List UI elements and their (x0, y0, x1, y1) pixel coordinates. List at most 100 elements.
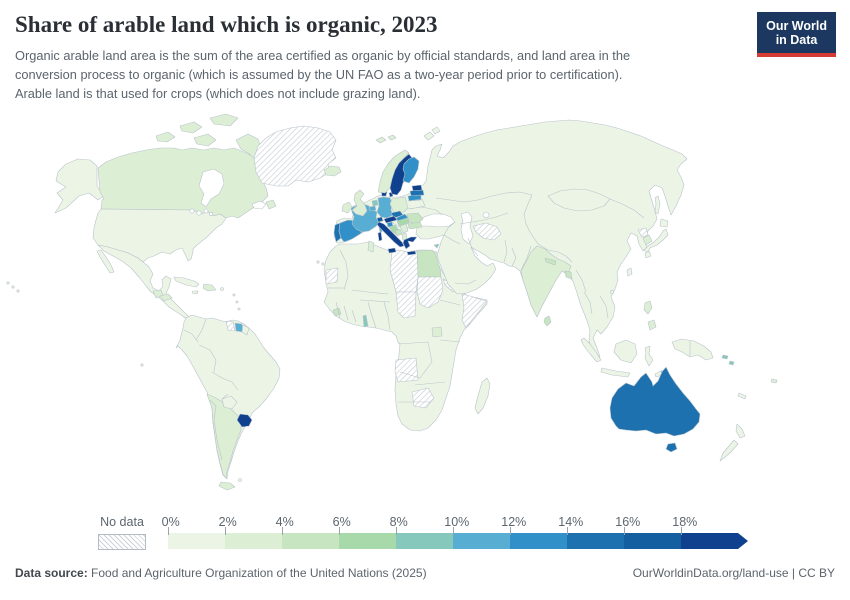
country-switzerland[interactable] (376, 216, 384, 223)
country-bangladesh[interactable] (564, 270, 573, 280)
country-honduras[interactable] (159, 293, 173, 302)
country-tierra-del-fuego[interactable] (218, 481, 236, 491)
island-antilles-3[interactable] (237, 307, 241, 311)
continent-eurasia[interactable] (333, 119, 688, 362)
country-south-korea[interactable] (642, 234, 653, 246)
country-cuba[interactable] (173, 276, 200, 288)
country-finland[interactable] (402, 156, 420, 184)
country-indonesia-sulawesi[interactable] (644, 345, 654, 367)
country-somalia[interactable] (461, 293, 488, 329)
country-tunisia[interactable] (367, 240, 375, 253)
country-japan-kyushu[interactable] (644, 250, 652, 259)
continent-africa[interactable] (323, 241, 488, 432)
country-canada-arctic-2[interactable] (179, 121, 203, 134)
island-canary-2[interactable] (321, 262, 325, 266)
country-new-caledonia[interactable] (737, 392, 747, 400)
legend-bin-16-18%[interactable] (624, 533, 681, 549)
country-north-korea[interactable] (637, 227, 649, 238)
country-serbia[interactable] (399, 223, 409, 234)
country-canada-victoria-island[interactable] (193, 133, 217, 147)
legend-bin-6-8%[interactable] (339, 533, 396, 549)
legend-bin-10-12%[interactable] (453, 533, 510, 549)
country-latvia[interactable] (409, 189, 425, 197)
country-french-guiana[interactable] (241, 324, 250, 336)
country-romania[interactable] (406, 212, 424, 225)
country-austria[interactable] (383, 215, 398, 224)
country-libya[interactable] (389, 249, 419, 293)
island-hawaii-3[interactable] (16, 289, 20, 293)
country-svalbard[interactable] (375, 136, 387, 144)
country-philippines-luzon[interactable] (643, 300, 653, 315)
country-indonesia-java[interactable] (600, 367, 631, 378)
legend-bin-14-16%[interactable] (567, 533, 624, 549)
island-hawaii-1[interactable] (6, 281, 10, 285)
country-canada-newfoundland[interactable] (265, 199, 277, 210)
country-iceland[interactable] (323, 165, 342, 177)
country-hispaniola[interactable] (202, 283, 217, 292)
country-madagascar[interactable] (474, 377, 491, 415)
country-japan-hokkaido[interactable] (659, 218, 669, 228)
country-svalbard-2[interactable] (387, 134, 397, 141)
island-antilles-2[interactable] (235, 300, 239, 304)
country-japan-honshu[interactable] (643, 228, 669, 253)
country-italy[interactable] (376, 221, 405, 248)
country-bulgaria[interactable] (407, 221, 423, 230)
legend-bin-18%+[interactable] (681, 533, 738, 549)
country-poland[interactable] (389, 196, 409, 214)
legend-bin-2-4%[interactable] (225, 533, 282, 549)
country-united-kingdom[interactable] (351, 189, 368, 217)
country-guyana[interactable] (225, 320, 236, 332)
country-fiji[interactable] (770, 378, 778, 384)
country-vanuatu[interactable] (728, 360, 735, 366)
country-sri-lanka[interactable] (543, 315, 552, 327)
footer-link[interactable]: OurWorldinData.org/land-use | CC BY (632, 566, 835, 580)
country-paraguay[interactable] (221, 395, 238, 410)
country-indonesia-borneo[interactable] (613, 339, 638, 364)
country-chad[interactable] (395, 291, 417, 319)
country-tasmania[interactable] (665, 442, 678, 453)
country-belgium[interactable] (368, 205, 377, 212)
country-uganda[interactable] (431, 326, 443, 338)
country-australia[interactable] (609, 366, 701, 437)
legend-bin-12-14%[interactable] (510, 533, 567, 549)
country-indonesia-sumatra[interactable] (580, 337, 602, 363)
country-netherlands[interactable] (371, 199, 379, 207)
country-botswana-zimbabwe[interactable] (411, 387, 435, 409)
legend-no-data[interactable]: No data (98, 515, 146, 550)
island-hawaii-2[interactable] (11, 285, 15, 289)
island-falkland[interactable] (238, 478, 242, 482)
country-jamaica[interactable] (191, 290, 199, 295)
country-germany[interactable] (376, 196, 394, 219)
country-mexico-baja[interactable] (96, 249, 115, 274)
country-puerto-rico[interactable] (220, 287, 224, 291)
country-cyprus[interactable] (433, 243, 440, 249)
country-hungary[interactable] (396, 217, 410, 227)
country-greenland[interactable] (253, 125, 337, 187)
country-angola[interactable] (394, 357, 419, 383)
country-togo[interactable] (362, 314, 369, 328)
island-galapagos[interactable] (140, 363, 144, 367)
country-canada-arctic-1[interactable] (209, 113, 239, 127)
country-uruguay[interactable] (236, 413, 253, 428)
country-alaska[interactable] (54, 158, 105, 214)
country-greece[interactable] (402, 236, 418, 250)
country-novaya-zemlya-2[interactable] (431, 126, 441, 135)
island-canary[interactable] (316, 260, 320, 264)
country-western-sahara[interactable] (325, 267, 339, 285)
island-antilles-1[interactable] (232, 293, 236, 297)
country-canada-arctic-3[interactable] (155, 131, 176, 143)
country-new-guinea[interactable] (671, 338, 714, 361)
country-nepal[interactable] (544, 257, 557, 266)
country-philippines-mindanao[interactable] (647, 319, 657, 331)
country-new-zealand-south[interactable] (719, 439, 739, 462)
country-sudan[interactable] (416, 276, 444, 309)
country-canada[interactable] (97, 147, 269, 219)
country-crete[interactable] (406, 250, 417, 256)
country-sardinia[interactable] (377, 231, 383, 242)
country-sakhalin[interactable] (654, 195, 661, 215)
owid-logo[interactable]: Our World in Data (757, 12, 836, 57)
country-solomon-islands[interactable] (721, 354, 729, 360)
country-turkmenistan[interactable] (472, 222, 502, 241)
country-novaya-zemlya[interactable] (423, 131, 435, 141)
country-hainan[interactable] (609, 289, 615, 295)
